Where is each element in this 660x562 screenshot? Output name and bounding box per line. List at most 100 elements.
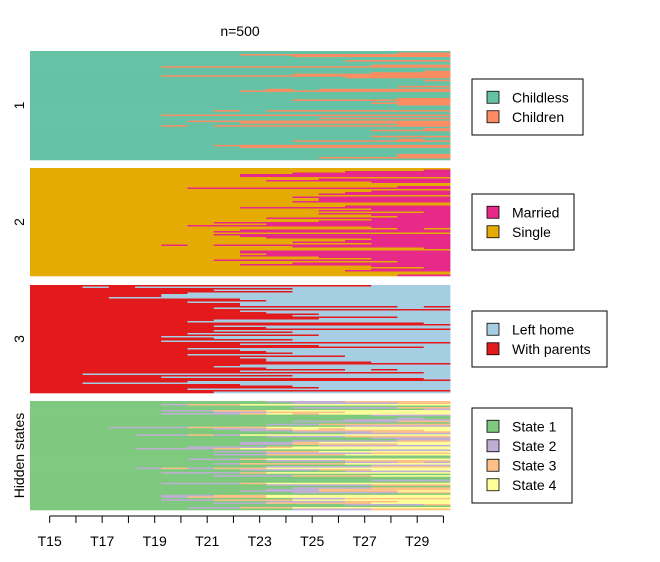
cell-married	[318, 175, 346, 178]
cell-state-1	[82, 496, 110, 499]
cell-state-3	[345, 490, 372, 493]
cell-with-parents	[30, 300, 57, 302]
cell-state-2	[318, 508, 346, 511]
cell-single	[56, 202, 83, 205]
cell-childless	[108, 69, 136, 71]
cell-single	[187, 237, 215, 239]
cell-left-home	[397, 313, 425, 316]
cell-state-1	[56, 500, 83, 503]
cell-children	[213, 120, 241, 123]
cell-childless	[213, 135, 241, 138]
cell-single	[240, 177, 267, 179]
cell-state-3	[292, 441, 320, 444]
cell-with-parents	[82, 285, 110, 287]
cell-married	[423, 210, 451, 212]
cell-state-1	[108, 453, 136, 456]
cell-left-home	[292, 375, 320, 377]
cell-childless	[187, 105, 215, 108]
cell-single	[266, 201, 293, 203]
cell-with-parents	[240, 363, 267, 365]
cell-state-2	[240, 443, 267, 446]
cell-with-parents	[108, 312, 136, 314]
cell-state-1	[56, 420, 83, 423]
cell-with-parents	[187, 331, 215, 334]
cell-state-4	[397, 506, 425, 509]
cell-childless	[30, 140, 57, 143]
cell-single	[135, 253, 162, 256]
cell-childless	[292, 128, 320, 131]
cell-childless	[371, 57, 398, 59]
cell-with-parents	[213, 309, 241, 311]
cell-with-parents	[213, 343, 241, 346]
cell-with-parents	[108, 298, 136, 301]
cell-left-home	[397, 325, 425, 328]
cell-with-parents	[108, 339, 136, 341]
cell-childless	[240, 85, 267, 88]
cell-with-parents	[56, 310, 83, 313]
cell-married	[318, 231, 346, 233]
cell-state-3	[318, 429, 346, 432]
cell-state-1	[266, 476, 293, 479]
cell-state-2	[213, 446, 241, 449]
cell-with-parents	[108, 288, 136, 290]
cell-state-1	[135, 461, 162, 464]
cell-state-2	[161, 413, 188, 415]
cell-state-4	[345, 506, 372, 509]
cell-single	[292, 220, 320, 223]
cell-state-4	[423, 469, 451, 471]
cell-left-home	[423, 319, 451, 322]
cell-state-1	[82, 487, 110, 490]
cell-children	[397, 155, 425, 158]
cell-childless	[56, 131, 83, 134]
cell-married	[345, 240, 372, 242]
cell-single	[318, 274, 346, 277]
cell-single	[213, 243, 241, 245]
cell-childless	[318, 108, 346, 111]
cell-single	[161, 169, 188, 172]
cell-with-parents	[30, 385, 57, 388]
cell-single	[108, 264, 136, 266]
cell-single	[240, 193, 267, 196]
cell-state-4	[423, 410, 451, 412]
cell-single	[213, 168, 241, 170]
cell-state-1	[56, 502, 83, 505]
cell-childless	[108, 55, 136, 58]
cell-children	[397, 138, 425, 141]
cell-state-3	[371, 443, 398, 446]
cell-single	[318, 181, 346, 184]
cell-single	[213, 237, 241, 239]
cell-childless	[213, 60, 241, 62]
cell-state-1	[56, 444, 83, 447]
cell-single	[187, 261, 215, 263]
cell-married	[423, 265, 451, 268]
cell-childless	[345, 93, 372, 96]
cell-with-parents	[82, 318, 110, 320]
cell-state-1	[318, 422, 346, 424]
cell-with-parents	[345, 378, 372, 380]
cell-with-parents	[213, 357, 241, 359]
cell-childless	[82, 55, 110, 58]
cell-with-parents	[108, 307, 136, 310]
cell-childless	[161, 63, 188, 65]
cell-childless	[213, 111, 241, 114]
cell-single	[318, 192, 346, 194]
cell-childless	[108, 88, 136, 91]
cell-with-parents	[161, 375, 188, 377]
cell-single	[213, 205, 241, 208]
cell-left-home	[240, 336, 267, 338]
cell-childless	[397, 70, 425, 73]
cell-state-1	[135, 443, 162, 446]
cell-married	[423, 243, 451, 245]
cell-with-parents	[213, 367, 241, 370]
cell-childless	[213, 129, 241, 132]
cell-state-4	[397, 428, 425, 431]
cell-single	[423, 232, 451, 235]
cell-state-4	[345, 447, 372, 450]
cell-childless	[397, 150, 425, 153]
cell-childless	[187, 117, 215, 120]
cell-with-parents	[161, 301, 188, 304]
cell-state-1	[108, 491, 136, 494]
cell-left-home	[161, 297, 188, 299]
cell-childless	[266, 123, 293, 126]
cell-childless	[56, 122, 83, 124]
